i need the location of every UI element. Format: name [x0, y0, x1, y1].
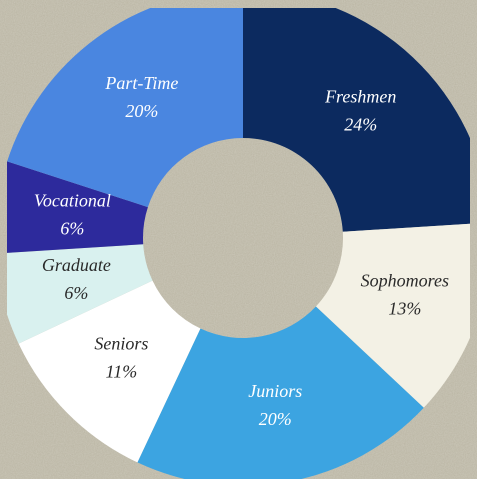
slice-label: Vocational — [34, 191, 111, 211]
donut-slice — [7, 161, 148, 253]
slice-label: Sophomores — [361, 270, 449, 290]
donut-slice — [18, 280, 201, 463]
slice-label: Freshmen — [324, 87, 396, 107]
slice-label: Graduate — [42, 255, 111, 275]
labels: Freshmen 24% Sophomores 13% Juniors 20% Senior… — [34, 73, 449, 429]
donut-slice — [7, 244, 153, 344]
slice-value-label: 6% — [64, 283, 88, 303]
slice-label: Part-Time — [104, 73, 178, 93]
slice-value-label: 24% — [344, 115, 377, 135]
slice-value-label: 6% — [60, 219, 84, 239]
donut-slice — [137, 306, 424, 479]
donut-slice — [243, 8, 470, 232]
slice-value-label: 13% — [388, 298, 421, 318]
slice-label: Juniors — [248, 381, 302, 401]
slice-value-label: 20% — [125, 101, 158, 121]
donut-slice — [315, 223, 470, 408]
slice-label: Seniors — [94, 334, 148, 354]
donut-slice — [7, 8, 243, 208]
slice-value-label: 11% — [106, 362, 138, 382]
slice-value-label: 20% — [259, 409, 292, 429]
